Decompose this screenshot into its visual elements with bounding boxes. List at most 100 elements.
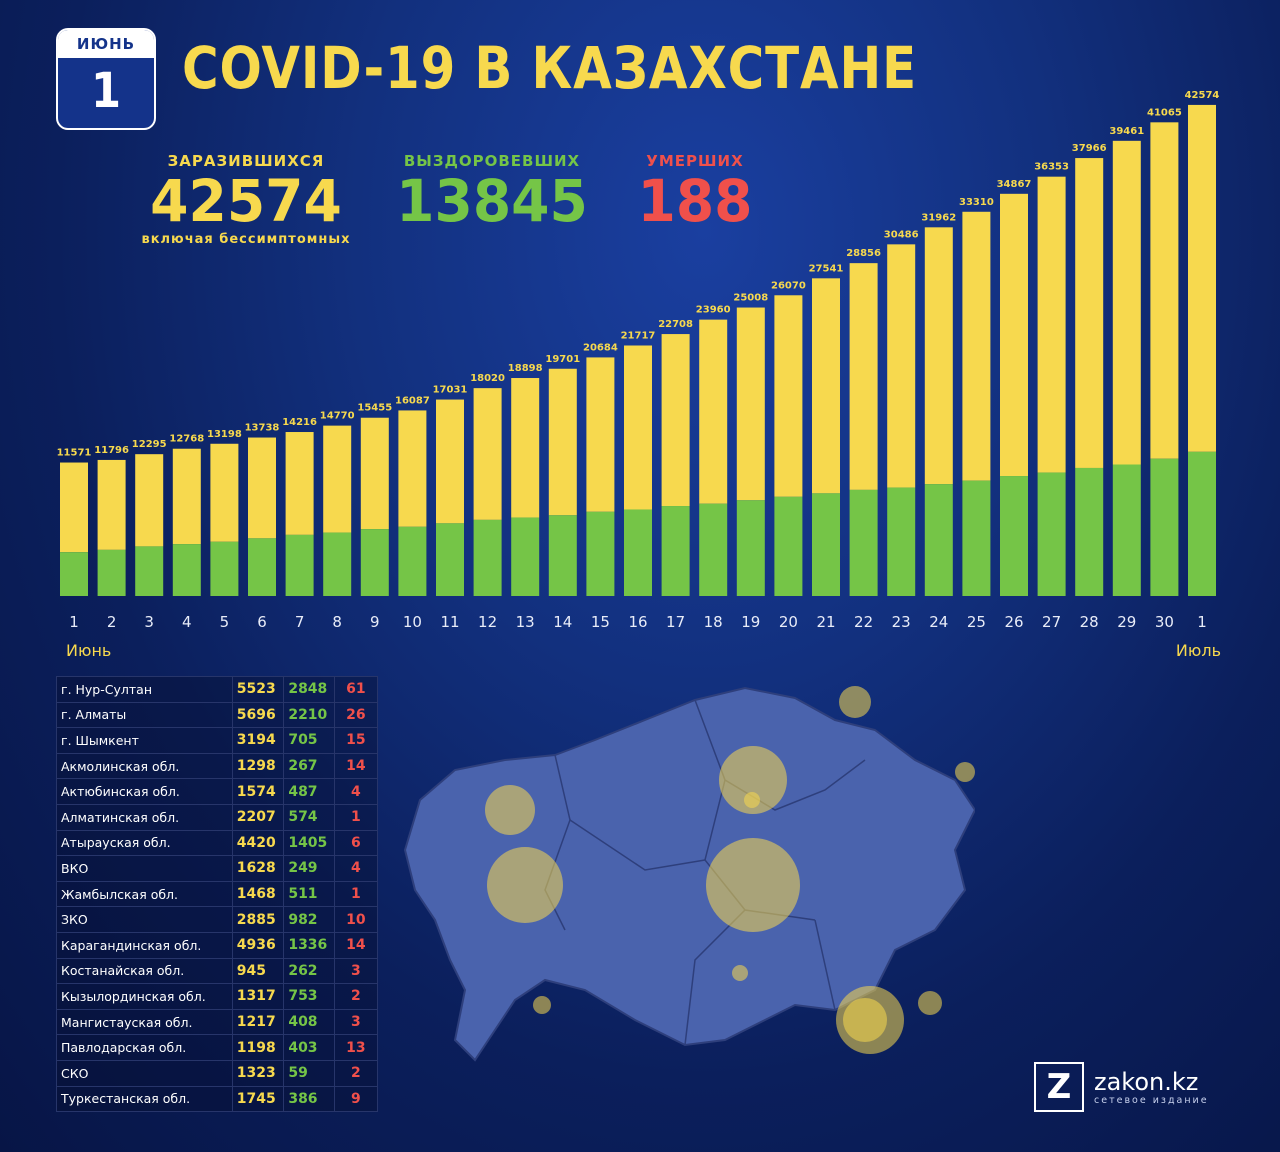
bar-recovered xyxy=(97,549,126,596)
region-name: Атырауская обл. xyxy=(56,829,233,857)
x-tick-label: 12 xyxy=(478,613,497,631)
bar-value-label: 28856 xyxy=(846,248,881,259)
bar-infected xyxy=(248,437,276,539)
bar-recovered xyxy=(1188,451,1216,596)
map-bubble xyxy=(744,792,760,808)
bar-recovered xyxy=(473,519,502,596)
bar-infected xyxy=(473,388,502,520)
date-day: 1 xyxy=(90,63,122,119)
recovered-label: ВЫЗДОРОВЕВШИХ xyxy=(403,152,581,170)
x-tick-label: 10 xyxy=(403,613,422,631)
table-row: Мангистауская обл. 1217 408 3 xyxy=(56,1008,379,1036)
x-tick-label: 22 xyxy=(854,613,873,631)
x-tick-label: 6 xyxy=(257,613,267,631)
zakon-logo: Z zakon.kz сетевое издание xyxy=(1034,1062,1209,1112)
bar-infected xyxy=(172,448,201,545)
region-deaths: 10 xyxy=(333,906,379,933)
bar-recovered xyxy=(962,480,991,596)
region-deaths: 14 xyxy=(333,752,379,780)
region-name: СКО xyxy=(56,1059,233,1087)
bar-infected xyxy=(436,399,464,524)
stat-infected: ЗАРАЗИВШИХСЯ 42574 включая бессимптомных xyxy=(134,152,358,247)
bar-recovered xyxy=(248,538,276,596)
table-row: г. Шымкент 3194 705 15 xyxy=(56,727,379,754)
bar-infected xyxy=(812,278,840,494)
infected-note: включая бессимптомных xyxy=(141,232,351,247)
region-infected: 5696 xyxy=(231,701,285,729)
table-row: г. Нур-Султан 5523 2848 61 xyxy=(56,676,379,703)
bar-recovered xyxy=(511,517,540,596)
bar-recovered xyxy=(436,523,464,596)
bar-recovered xyxy=(1000,476,1028,596)
bar-infected xyxy=(661,334,690,507)
region-infected: 1628 xyxy=(231,855,285,882)
bar-recovered xyxy=(849,489,878,596)
x-tick-label: 3 xyxy=(144,613,154,631)
logo-letter: Z xyxy=(1034,1062,1084,1112)
region-recovered: 1405 xyxy=(283,829,335,857)
table-row: Карагандинская обл. 4936 1336 14 xyxy=(56,931,379,959)
bar-recovered xyxy=(210,541,239,596)
x-tick-label: 15 xyxy=(591,613,610,631)
region-name: г. Нур-Султан xyxy=(56,676,233,703)
date-badge: ИЮНЬ 1 xyxy=(56,28,156,130)
bar-value-label: 21717 xyxy=(621,330,656,341)
bar-infected xyxy=(1075,158,1104,468)
region-name: Костанайская обл. xyxy=(56,957,233,985)
bar-value-label: 16087 xyxy=(395,395,430,406)
map-region-borders xyxy=(544,699,866,1046)
region-recovered: 1336 xyxy=(283,931,335,959)
bar-recovered xyxy=(736,500,765,596)
x-tick-label: 14 xyxy=(553,613,572,631)
table-row: Туркестанская обл. 1745 386 9 xyxy=(56,1085,379,1113)
map-bubble xyxy=(955,762,975,782)
bar-infected xyxy=(323,425,352,533)
bar-infected xyxy=(699,319,728,504)
bar-value-label: 22708 xyxy=(658,319,693,330)
bar-value-label: 12295 xyxy=(132,439,167,450)
x-tick-label: 13 xyxy=(516,613,535,631)
x-tick-label: 11 xyxy=(440,613,459,631)
region-infected: 1574 xyxy=(231,778,285,805)
x-tick-label: 18 xyxy=(704,613,723,631)
bar-infected xyxy=(586,357,615,512)
region-infected: 1298 xyxy=(231,752,285,780)
region-infected: 1323 xyxy=(231,1059,285,1087)
region-infected: 4936 xyxy=(231,931,285,959)
bar-value-label: 41065 xyxy=(1147,107,1182,118)
x-tick-label: 20 xyxy=(779,613,798,631)
x-tick-label: 30 xyxy=(1155,613,1174,631)
bar-infected xyxy=(548,368,577,516)
bar-recovered xyxy=(924,484,953,596)
bar-value-label: 25008 xyxy=(733,293,768,304)
region-name: Кызылординская обл. xyxy=(56,983,233,1010)
x-month-end: Июль xyxy=(1176,641,1221,660)
bar-infected xyxy=(924,227,953,485)
bar-value-label: 34867 xyxy=(997,179,1032,190)
bar-value-label: 36353 xyxy=(1034,162,1069,173)
bar-value-label: 13738 xyxy=(245,423,280,434)
bar-recovered xyxy=(135,546,164,596)
bar-recovered xyxy=(661,506,690,596)
bar-infected xyxy=(398,410,427,527)
bar-value-label: 11571 xyxy=(57,448,92,459)
bar-value-label: 37966 xyxy=(1072,143,1107,154)
bar-recovered xyxy=(323,532,352,596)
x-tick-label: 25 xyxy=(967,613,986,631)
x-tick-label: 19 xyxy=(741,613,760,631)
x-tick-label: 26 xyxy=(1004,613,1023,631)
region-recovered: 262 xyxy=(283,957,335,985)
bar-value-label: 18020 xyxy=(470,373,505,384)
bar-value-label: 17031 xyxy=(433,385,468,396)
region-infected: 945 xyxy=(231,957,285,985)
x-tick-label: 17 xyxy=(666,613,685,631)
deaths-value: 188 xyxy=(637,167,753,235)
region-deaths: 13 xyxy=(333,1034,379,1061)
bar-value-label: 31962 xyxy=(921,212,956,223)
regions-table: г. Нур-Султан 5523 2848 61 г. Алматы 5696 2210… xyxy=(56,676,379,1113)
region-name: г. Шымкент xyxy=(56,727,233,754)
region-deaths: 4 xyxy=(333,778,379,805)
region-name: г. Алматы xyxy=(56,701,233,729)
x-tick-label: 28 xyxy=(1080,613,1099,631)
region-name: Жамбылская обл. xyxy=(56,880,233,908)
